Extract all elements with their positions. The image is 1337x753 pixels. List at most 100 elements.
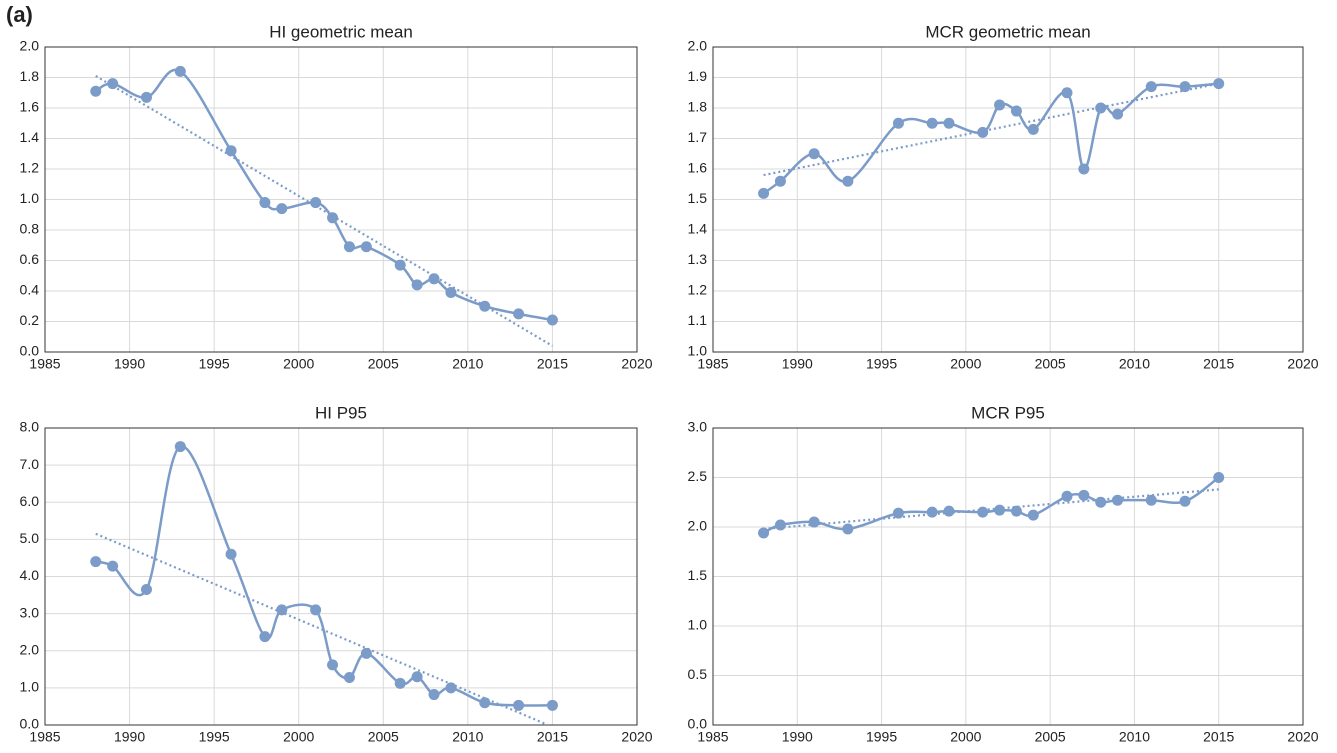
y-tick-label: 6.0 <box>20 493 40 509</box>
data-point <box>276 604 288 616</box>
trend-line <box>763 82 1219 177</box>
y-tick-label: 3.0 <box>20 604 40 620</box>
y-tick-label: 1.4 <box>688 221 708 237</box>
data-point <box>546 699 558 711</box>
data-point <box>977 126 989 138</box>
data-point <box>1179 81 1191 93</box>
data-point <box>90 85 102 97</box>
data-point <box>479 300 491 312</box>
plot-border <box>44 46 638 353</box>
data-point <box>994 99 1006 111</box>
x-tick-label: 1995 <box>866 356 897 372</box>
data-point <box>1010 105 1022 117</box>
y-tick-label: 5.0 <box>20 530 40 546</box>
data-point <box>1213 472 1225 483</box>
y-tick-label: 2.0 <box>688 38 708 54</box>
data-point <box>107 78 119 90</box>
x-tick-label: 2020 <box>621 356 652 372</box>
x-tick-label: 2000 <box>283 729 314 745</box>
data-point <box>225 145 237 157</box>
data-point <box>107 560 119 572</box>
data-point <box>1145 81 1157 93</box>
y-tick-label: 1.3 <box>688 251 708 267</box>
data-point <box>428 273 440 285</box>
y-tick-label: 4.0 <box>20 567 40 583</box>
y-tick-label: 8.0 <box>20 419 40 435</box>
y-tick-label: 1.4 <box>20 129 40 145</box>
chart-title: MCR geometric mean <box>925 22 1090 41</box>
data-point <box>808 148 820 160</box>
x-tick-label: 2010 <box>452 356 483 372</box>
series-line <box>95 445 553 707</box>
data-point <box>310 604 322 616</box>
y-tick-label: 0.5 <box>688 666 708 682</box>
y-tick-label: 2.0 <box>688 518 708 534</box>
data-point <box>1179 495 1191 507</box>
data-point <box>445 287 457 299</box>
data-point <box>310 197 322 209</box>
x-tick-label: 2020 <box>1287 356 1318 372</box>
data-point <box>394 677 406 689</box>
data-point <box>140 91 152 103</box>
x-tick-label: 2005 <box>368 729 399 745</box>
y-tick-label: 1.8 <box>20 68 40 84</box>
data-point <box>842 175 854 187</box>
x-tick-label: 2000 <box>950 729 981 745</box>
data-point <box>1112 108 1124 120</box>
data-point <box>1061 87 1073 99</box>
y-tick-label: 0.4 <box>20 282 40 298</box>
data-point <box>1145 494 1157 506</box>
y-tick-label: 1.0 <box>20 679 40 695</box>
y-tick-label: 0.0 <box>20 343 40 359</box>
plot-border <box>44 427 638 726</box>
y-tick-label: 0.0 <box>20 716 40 732</box>
x-tick-label: 2015 <box>537 729 568 745</box>
data-point <box>411 279 423 291</box>
data-point <box>343 671 355 683</box>
y-tick-label: 1.6 <box>688 160 708 176</box>
y-tick-label: 1.8 <box>688 99 708 115</box>
x-tick-label: 1990 <box>114 356 145 372</box>
data-point <box>1112 494 1124 506</box>
data-point <box>994 504 1006 516</box>
data-point <box>943 117 955 129</box>
data-point <box>90 556 102 568</box>
data-point <box>343 241 355 253</box>
y-tick-label: 2.0 <box>20 38 40 54</box>
y-tick-label: 1.9 <box>688 68 708 84</box>
data-point <box>1095 102 1107 114</box>
y-tick-label: 1.0 <box>688 617 708 633</box>
x-tick-label: 2010 <box>452 729 483 745</box>
data-point <box>513 699 525 711</box>
data-point <box>774 175 786 187</box>
data-point <box>1061 490 1073 502</box>
series-line <box>95 68 553 322</box>
data-point <box>428 689 440 701</box>
x-tick-label: 2000 <box>950 356 981 372</box>
plot-border <box>712 46 1304 353</box>
plot-area <box>95 445 553 725</box>
chart-title: HI geometric mean <box>269 22 413 41</box>
data-point <box>174 441 186 453</box>
x-tick-label: 2000 <box>283 356 314 372</box>
data-point <box>479 697 491 709</box>
x-tick-label: 1990 <box>782 356 813 372</box>
data-point <box>394 259 406 271</box>
x-tick-label: 2020 <box>1287 729 1318 745</box>
data-point <box>774 519 786 531</box>
data-point <box>758 527 770 539</box>
x-tick-label: 2005 <box>1035 729 1066 745</box>
data-point <box>546 314 558 326</box>
y-tick-label: 0.2 <box>20 312 40 328</box>
data-point <box>140 583 152 595</box>
x-tick-label: 1985 <box>697 356 728 372</box>
data-point <box>360 241 372 253</box>
x-tick-label: 2015 <box>1203 356 1234 372</box>
y-tick-label: 1.6 <box>20 99 40 115</box>
data-point <box>943 505 955 517</box>
y-tick-label: 1.1 <box>688 312 708 328</box>
data-point <box>892 507 904 519</box>
data-point <box>225 548 237 560</box>
